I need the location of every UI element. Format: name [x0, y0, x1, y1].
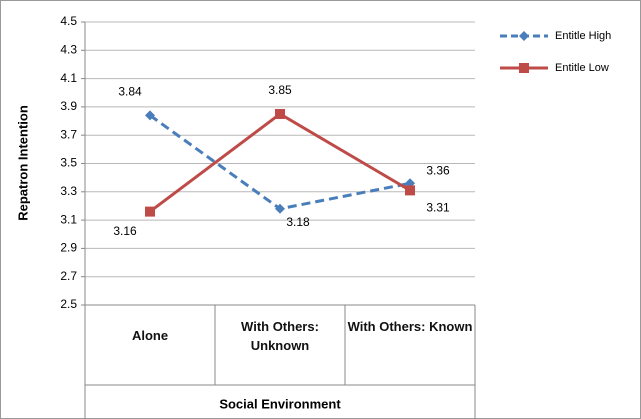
y-tick-label: 3.1	[60, 212, 77, 226]
legend-marker	[519, 31, 529, 41]
data-label: 3.85	[268, 83, 292, 97]
y-tick-label: 3.5	[60, 156, 77, 170]
data-label: 3.36	[426, 163, 450, 177]
legend-marker	[519, 63, 529, 73]
x-tick-label: With Others: Unknown	[241, 319, 319, 353]
x-tick-label: Alone	[131, 328, 169, 343]
data-point	[145, 110, 155, 121]
y-tick-label: 2.7	[60, 269, 77, 283]
legend-label: Entitle Low	[555, 62, 609, 74]
y-tick-label: 4.5	[60, 14, 77, 28]
x-axis-title: Social Environment	[219, 396, 341, 411]
data-point	[275, 203, 285, 214]
y-tick-label: 2.5	[60, 297, 77, 311]
y-axis-title: Repatron Intention	[15, 105, 30, 221]
y-tick-label: 2.9	[60, 241, 77, 255]
data-label: 3.18	[286, 215, 310, 229]
data-point	[275, 108, 285, 119]
data-point	[145, 206, 155, 217]
data-point	[405, 185, 415, 196]
y-tick-label: 3.7	[60, 127, 77, 141]
data-label: 3.84	[118, 85, 142, 99]
y-tick-label: 3.3	[60, 184, 77, 198]
data-label: 3.16	[113, 224, 137, 238]
data-label: 3.31	[426, 201, 450, 215]
y-tick-label: 3.9	[60, 99, 77, 113]
legend-label: Entitle High	[555, 30, 611, 42]
y-tick-label: 4.1	[60, 71, 77, 85]
y-tick-label: 4.3	[60, 42, 77, 56]
x-tick-label: With Others: Known	[347, 319, 473, 334]
